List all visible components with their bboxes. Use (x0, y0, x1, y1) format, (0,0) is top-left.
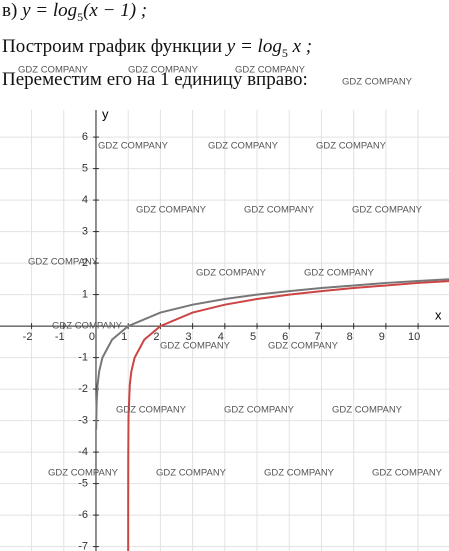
y-tick-label: -3 (78, 414, 88, 426)
watermark: GDZ COMPANY (264, 468, 335, 479)
y-tick-label: -6 (78, 509, 88, 521)
x-tick-label: 8 (347, 331, 353, 343)
watermark: GDZ COMPANY (352, 205, 423, 216)
text: Построим график функции (2, 36, 223, 57)
formula: (x − 1) ; (83, 0, 148, 21)
watermark: GDZ COMPANY (342, 77, 413, 88)
x-tick-label: 1 (121, 331, 127, 343)
task-line: в) y = log5(x − 1) ; (2, 0, 147, 25)
y-tick-label: -5 (78, 477, 88, 489)
watermark: GDZ COMPANY (332, 405, 403, 416)
formula: y = log (226, 36, 282, 57)
watermark: GDZ COMPANY (136, 205, 207, 216)
x-tick-label: 5 (250, 331, 256, 343)
y-tick-label: 4 (82, 194, 88, 206)
formula: x ; (292, 36, 313, 57)
watermark: GDZ COMPANY (235, 65, 306, 76)
watermark: GDZ COMPANY (160, 341, 231, 352)
y-tick-label: 3 (82, 225, 88, 237)
watermark: GDZ COMPANY (18, 65, 89, 76)
watermark: GDZ COMPANY (128, 65, 199, 76)
watermark: GDZ COMPANY (98, 141, 169, 152)
x-tick-label: 10 (408, 331, 420, 343)
curve (95, 278, 449, 430)
watermark: GDZ COMPANY (116, 405, 187, 416)
text: Переместим его на 1 единицу вправо: (2, 69, 308, 90)
watermark: GDZ COMPANY (52, 321, 123, 332)
watermark: GDZ COMPANY (28, 257, 99, 268)
y-tick-label: 2 (82, 257, 88, 269)
formula: y = log (22, 0, 78, 21)
x-tick-label: 9 (379, 331, 385, 343)
x-axis-label: x (435, 308, 442, 323)
x-tick-label: 7 (314, 331, 320, 343)
text-line: Построим график функции y = log5 x ; (2, 36, 312, 61)
y-tick-label: -1 (78, 351, 88, 363)
watermark: GDZ COMPANY (372, 468, 443, 479)
watermark: GDZ COMPANY (196, 268, 267, 279)
watermark: GDZ COMPANY (156, 468, 227, 479)
x-tick-label: 2 (153, 331, 159, 343)
y-axis-label: y (102, 106, 109, 121)
subscript: 5 (281, 45, 288, 60)
watermark: GDZ COMPANY (268, 341, 339, 352)
text-line: Переместим его на 1 единицу вправо: (2, 69, 308, 91)
watermark: GDZ COMPANY (304, 268, 375, 279)
watermark: GDZ COMPANY (316, 141, 387, 152)
watermark: GDZ COMPANY (48, 468, 119, 479)
text: в) (2, 0, 18, 21)
x-tick-label: 0 (89, 331, 95, 343)
y-tick-label: -2 (78, 383, 88, 395)
watermark: GDZ COMPANY (208, 141, 279, 152)
watermark: GDZ COMPANY (224, 405, 295, 416)
x-tick-label: 4 (218, 331, 224, 343)
x-tick-label: 3 (186, 331, 192, 343)
y-tick-label: -7 (78, 540, 88, 551)
y-tick-label: 1 (82, 288, 88, 300)
y-tick-label: 5 (82, 162, 88, 174)
watermark: GDZ COMPANY (244, 205, 315, 216)
x-tick-label: -1 (55, 331, 65, 343)
y-tick-label: 6 (82, 131, 88, 143)
y-tick-label: -4 (78, 446, 88, 458)
x-tick-label: -2 (23, 331, 33, 343)
curve (127, 280, 449, 551)
subscript: 5 (77, 9, 84, 24)
x-tick-label: 6 (282, 331, 288, 343)
